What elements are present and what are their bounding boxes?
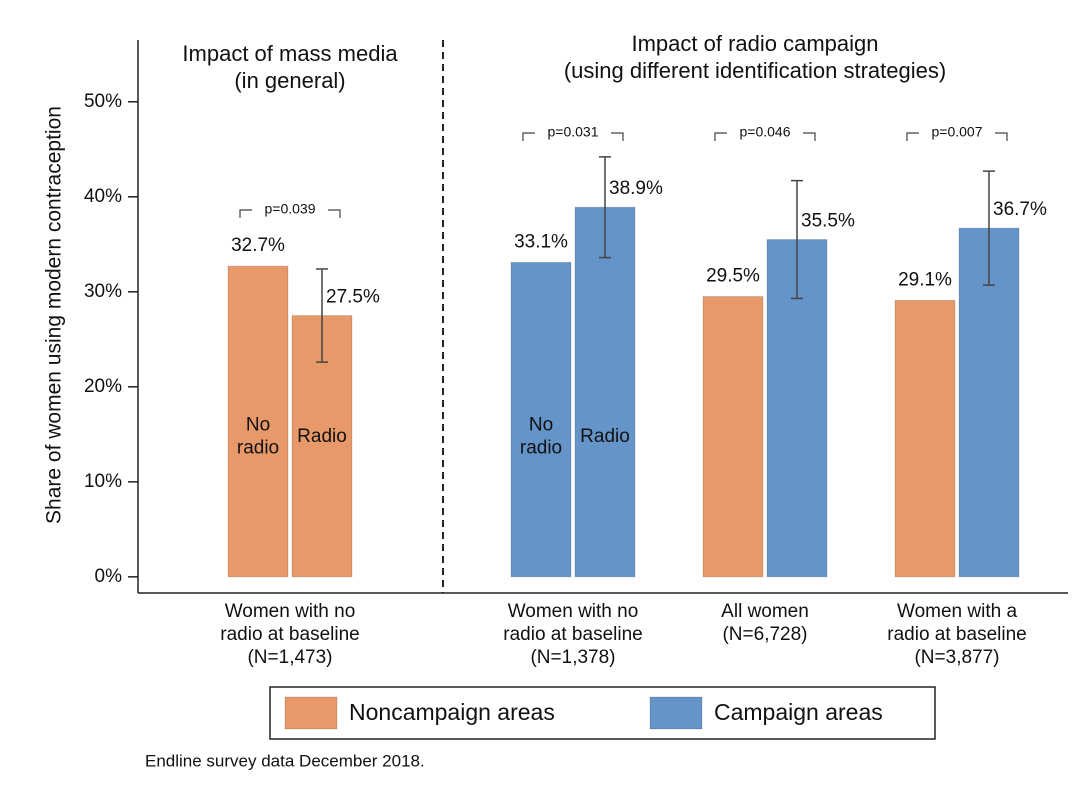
- x-tick-label: radio at baseline: [887, 624, 1026, 645]
- p-value: p=0.007: [932, 124, 983, 140]
- bar-label: No: [246, 415, 270, 436]
- legend-label: Noncampaign areas: [349, 699, 555, 725]
- note: Endline survey data December 2018.: [145, 751, 425, 770]
- value-label: 29.5%: [706, 266, 760, 287]
- legend-swatch: [649, 696, 703, 730]
- panel-title: (using different identification strategi…: [564, 58, 946, 83]
- legend-swatch: [284, 696, 338, 730]
- bar-label: radio: [237, 438, 279, 459]
- bar: [227, 265, 289, 578]
- x-tick-label: (N=1,473): [247, 647, 332, 668]
- p-value: p=0.039: [265, 201, 316, 217]
- bar: [958, 227, 1020, 578]
- p-value: p=0.031: [548, 124, 599, 140]
- bar: [766, 239, 828, 578]
- p-bracket: [522, 132, 624, 141]
- y-axis-title: Share of women using modern contraceptio…: [43, 106, 66, 524]
- bar: [702, 296, 764, 578]
- x-tick-label: (N=1,378): [530, 647, 615, 668]
- p-bracket: [714, 132, 816, 141]
- x-tick-label: radio at baseline: [220, 624, 359, 645]
- value-label: 33.1%: [514, 231, 568, 252]
- x-tick-label: (N=6,728): [722, 624, 807, 645]
- legend-box: [269, 686, 936, 740]
- y-tick-label: 50%: [84, 91, 122, 112]
- bar-label: Radio: [297, 426, 347, 447]
- value-label: 38.9%: [609, 178, 663, 199]
- y-tick-label: 10%: [84, 471, 122, 492]
- panel-title: (in general): [234, 68, 345, 93]
- bar-label: No: [529, 415, 553, 436]
- bar: [510, 261, 572, 578]
- legend-label: Campaign areas: [714, 699, 883, 725]
- y-tick-label: 0%: [95, 566, 123, 587]
- value-label: 36.7%: [993, 199, 1047, 220]
- y-tick-label: 20%: [84, 376, 122, 397]
- x-tick-label: Women with no: [508, 601, 639, 622]
- y-tick-label: 40%: [84, 186, 122, 207]
- value-label: 32.7%: [231, 235, 285, 256]
- panel-title: Impact of radio campaign: [631, 31, 878, 56]
- value-label: 27.5%: [326, 287, 380, 308]
- y-tick-label: 30%: [84, 281, 122, 302]
- x-tick-label: Women with a: [897, 601, 1017, 622]
- panel-title: Impact of mass media: [182, 41, 398, 66]
- x-tick-label: (N=3,877): [914, 647, 999, 668]
- p-value: p=0.046: [740, 124, 791, 140]
- bar-label: radio: [520, 438, 562, 459]
- p-bracket: [239, 209, 341, 218]
- p-bracket: [906, 132, 1008, 141]
- x-tick-label: Women with no: [225, 601, 356, 622]
- x-tick-label: All women: [721, 601, 809, 622]
- bar-label: Radio: [580, 426, 630, 447]
- bar: [894, 299, 956, 578]
- value-label: 29.1%: [898, 269, 952, 290]
- x-tick-label: radio at baseline: [503, 624, 642, 645]
- bar: [574, 206, 636, 578]
- value-label: 35.5%: [801, 211, 855, 232]
